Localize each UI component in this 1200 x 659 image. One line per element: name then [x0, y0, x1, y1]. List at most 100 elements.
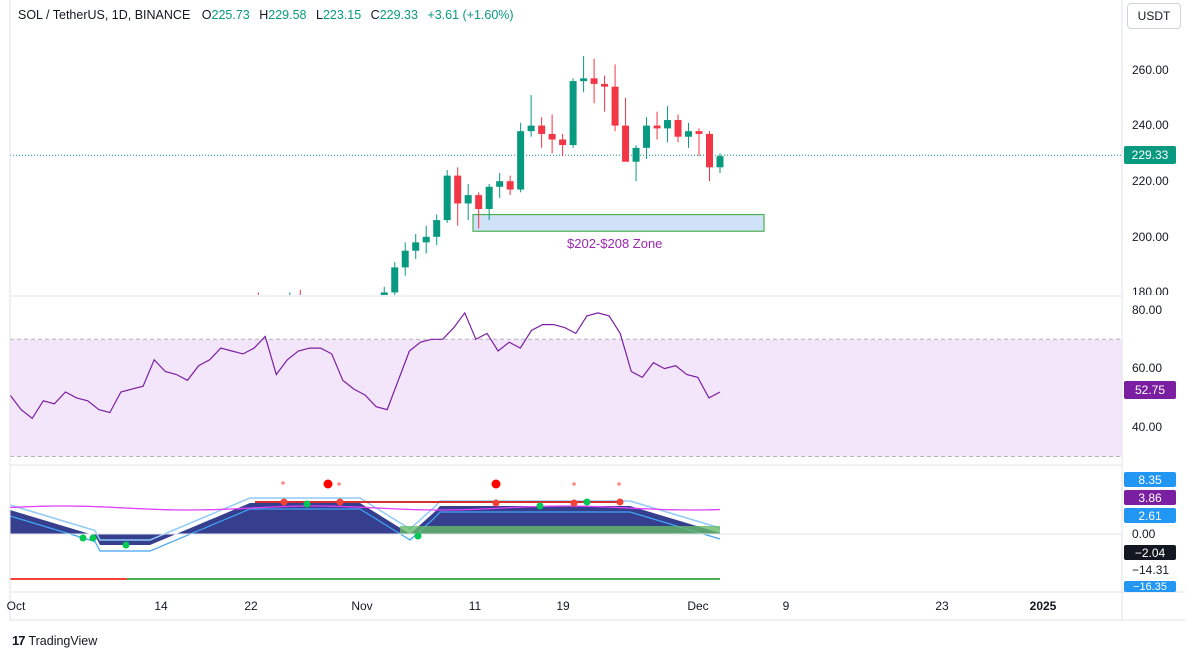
rsi-tick-80: 80.00	[1132, 303, 1163, 317]
price-tick-220: 220.00	[1132, 174, 1169, 188]
osc-sell-dot	[336, 498, 344, 506]
candle	[422, 225, 430, 254]
candle	[527, 95, 535, 137]
candle	[643, 117, 651, 159]
time-tick: 14	[154, 599, 168, 613]
candle	[257, 292, 259, 295]
candle	[706, 131, 714, 182]
candle	[695, 128, 703, 157]
osc-signal-dot	[491, 479, 501, 489]
candle	[475, 192, 483, 229]
change-value: +3.61 (+1.60%)	[427, 8, 514, 22]
osc-magenta-line	[9, 505, 721, 511]
rsi-current-badge: 52.75	[1124, 381, 1176, 399]
open-value: 225.73	[211, 8, 250, 22]
osc-badge-7: −16.35	[1124, 581, 1176, 592]
osc-buy-dot	[89, 534, 97, 542]
osc-buy-dot	[414, 532, 422, 540]
low-value: 223.15	[322, 8, 362, 22]
candle	[611, 64, 619, 132]
candle	[234, 306, 241, 328]
candle	[213, 309, 220, 328]
candle	[328, 317, 335, 342]
time-tick: 9	[782, 599, 790, 613]
price-tick-260: 260.00	[1132, 63, 1169, 77]
candle	[569, 78, 577, 148]
price-tick-180: 180.00	[1132, 285, 1169, 295]
osc-sell-dot	[616, 498, 624, 506]
high-label: H	[259, 8, 269, 22]
symbol-header: SOL / TetherUS, 1D, BINANCE O225.73 H229…	[18, 8, 514, 22]
candle	[412, 234, 420, 260]
candle	[485, 183, 493, 221]
candlestick-series	[10, 56, 1122, 342]
osc-area	[10, 503, 720, 545]
time-tick: 22	[244, 599, 258, 613]
osc-small-dot	[337, 482, 341, 486]
candle	[517, 122, 525, 193]
oscillator-panel	[9, 479, 1122, 580]
candle	[580, 56, 588, 93]
osc-tick-zero: 0.00	[1132, 527, 1156, 541]
osc-sell-dot	[570, 499, 578, 507]
time-tick: 19	[556, 599, 570, 613]
time-tick: Nov	[351, 599, 373, 613]
candle	[391, 261, 399, 295]
osc-small-dot	[572, 482, 576, 486]
candle	[653, 111, 661, 140]
osc-signal-dot	[323, 479, 333, 489]
candle	[265, 306, 272, 331]
candle	[590, 58, 598, 104]
close-label: C	[370, 8, 380, 22]
candle	[202, 315, 209, 334]
candle	[464, 183, 472, 221]
candle	[244, 298, 251, 320]
tradingview-logo-icon: 17	[12, 633, 26, 648]
rsi-line	[9, 311, 721, 420]
candle	[559, 133, 567, 157]
rsi-panel	[9, 311, 1122, 457]
candle	[433, 214, 441, 246]
osc-signal-line	[9, 508, 721, 552]
osc-buy-dot	[583, 498, 591, 506]
osc-sell-dot	[280, 498, 288, 506]
candle	[276, 298, 283, 317]
rsi-tick-60: 60.00	[1132, 361, 1163, 375]
candle	[307, 295, 314, 317]
candle	[622, 97, 630, 162]
candle	[716, 153, 724, 173]
time-tick: 2025	[1029, 599, 1057, 613]
tradingview-logo[interactable]: 17 TradingView	[12, 633, 97, 648]
osc-green-band	[400, 526, 720, 534]
candle	[548, 114, 556, 154]
low-label: L	[315, 8, 323, 22]
currency-button[interactable]: USDT	[1127, 3, 1181, 29]
symbol-title[interactable]: SOL / TetherUS, 1D, BINANCE	[18, 8, 191, 22]
candle	[506, 175, 514, 196]
candle	[674, 114, 682, 143]
osc-buy-dot	[303, 500, 311, 508]
osc-tick-min: −14.31	[1132, 563, 1170, 577]
osc-sell-dot	[492, 499, 500, 507]
time-tick: Oct	[6, 599, 26, 613]
candle	[318, 304, 325, 332]
candle	[496, 172, 504, 198]
time-tick: Dec	[687, 599, 709, 613]
osc-small-dot	[617, 482, 621, 486]
osc-badge-1: 8.35	[1124, 472, 1176, 487]
candle	[223, 304, 230, 323]
rsi-band	[10, 339, 1122, 457]
candle	[380, 286, 388, 295]
brand-name: TradingView	[28, 633, 98, 648]
time-tick: 11	[468, 599, 482, 613]
open-label: O	[201, 8, 212, 22]
close-value: 229.33	[379, 8, 418, 22]
osc-badge-3: 2.61	[1124, 508, 1176, 523]
high-value: 229.58	[268, 8, 307, 22]
osc-buy-dot	[122, 541, 130, 549]
candle	[299, 289, 301, 295]
candle	[685, 122, 693, 148]
zone-box	[472, 213, 765, 232]
osc-buy-dot	[536, 502, 544, 510]
